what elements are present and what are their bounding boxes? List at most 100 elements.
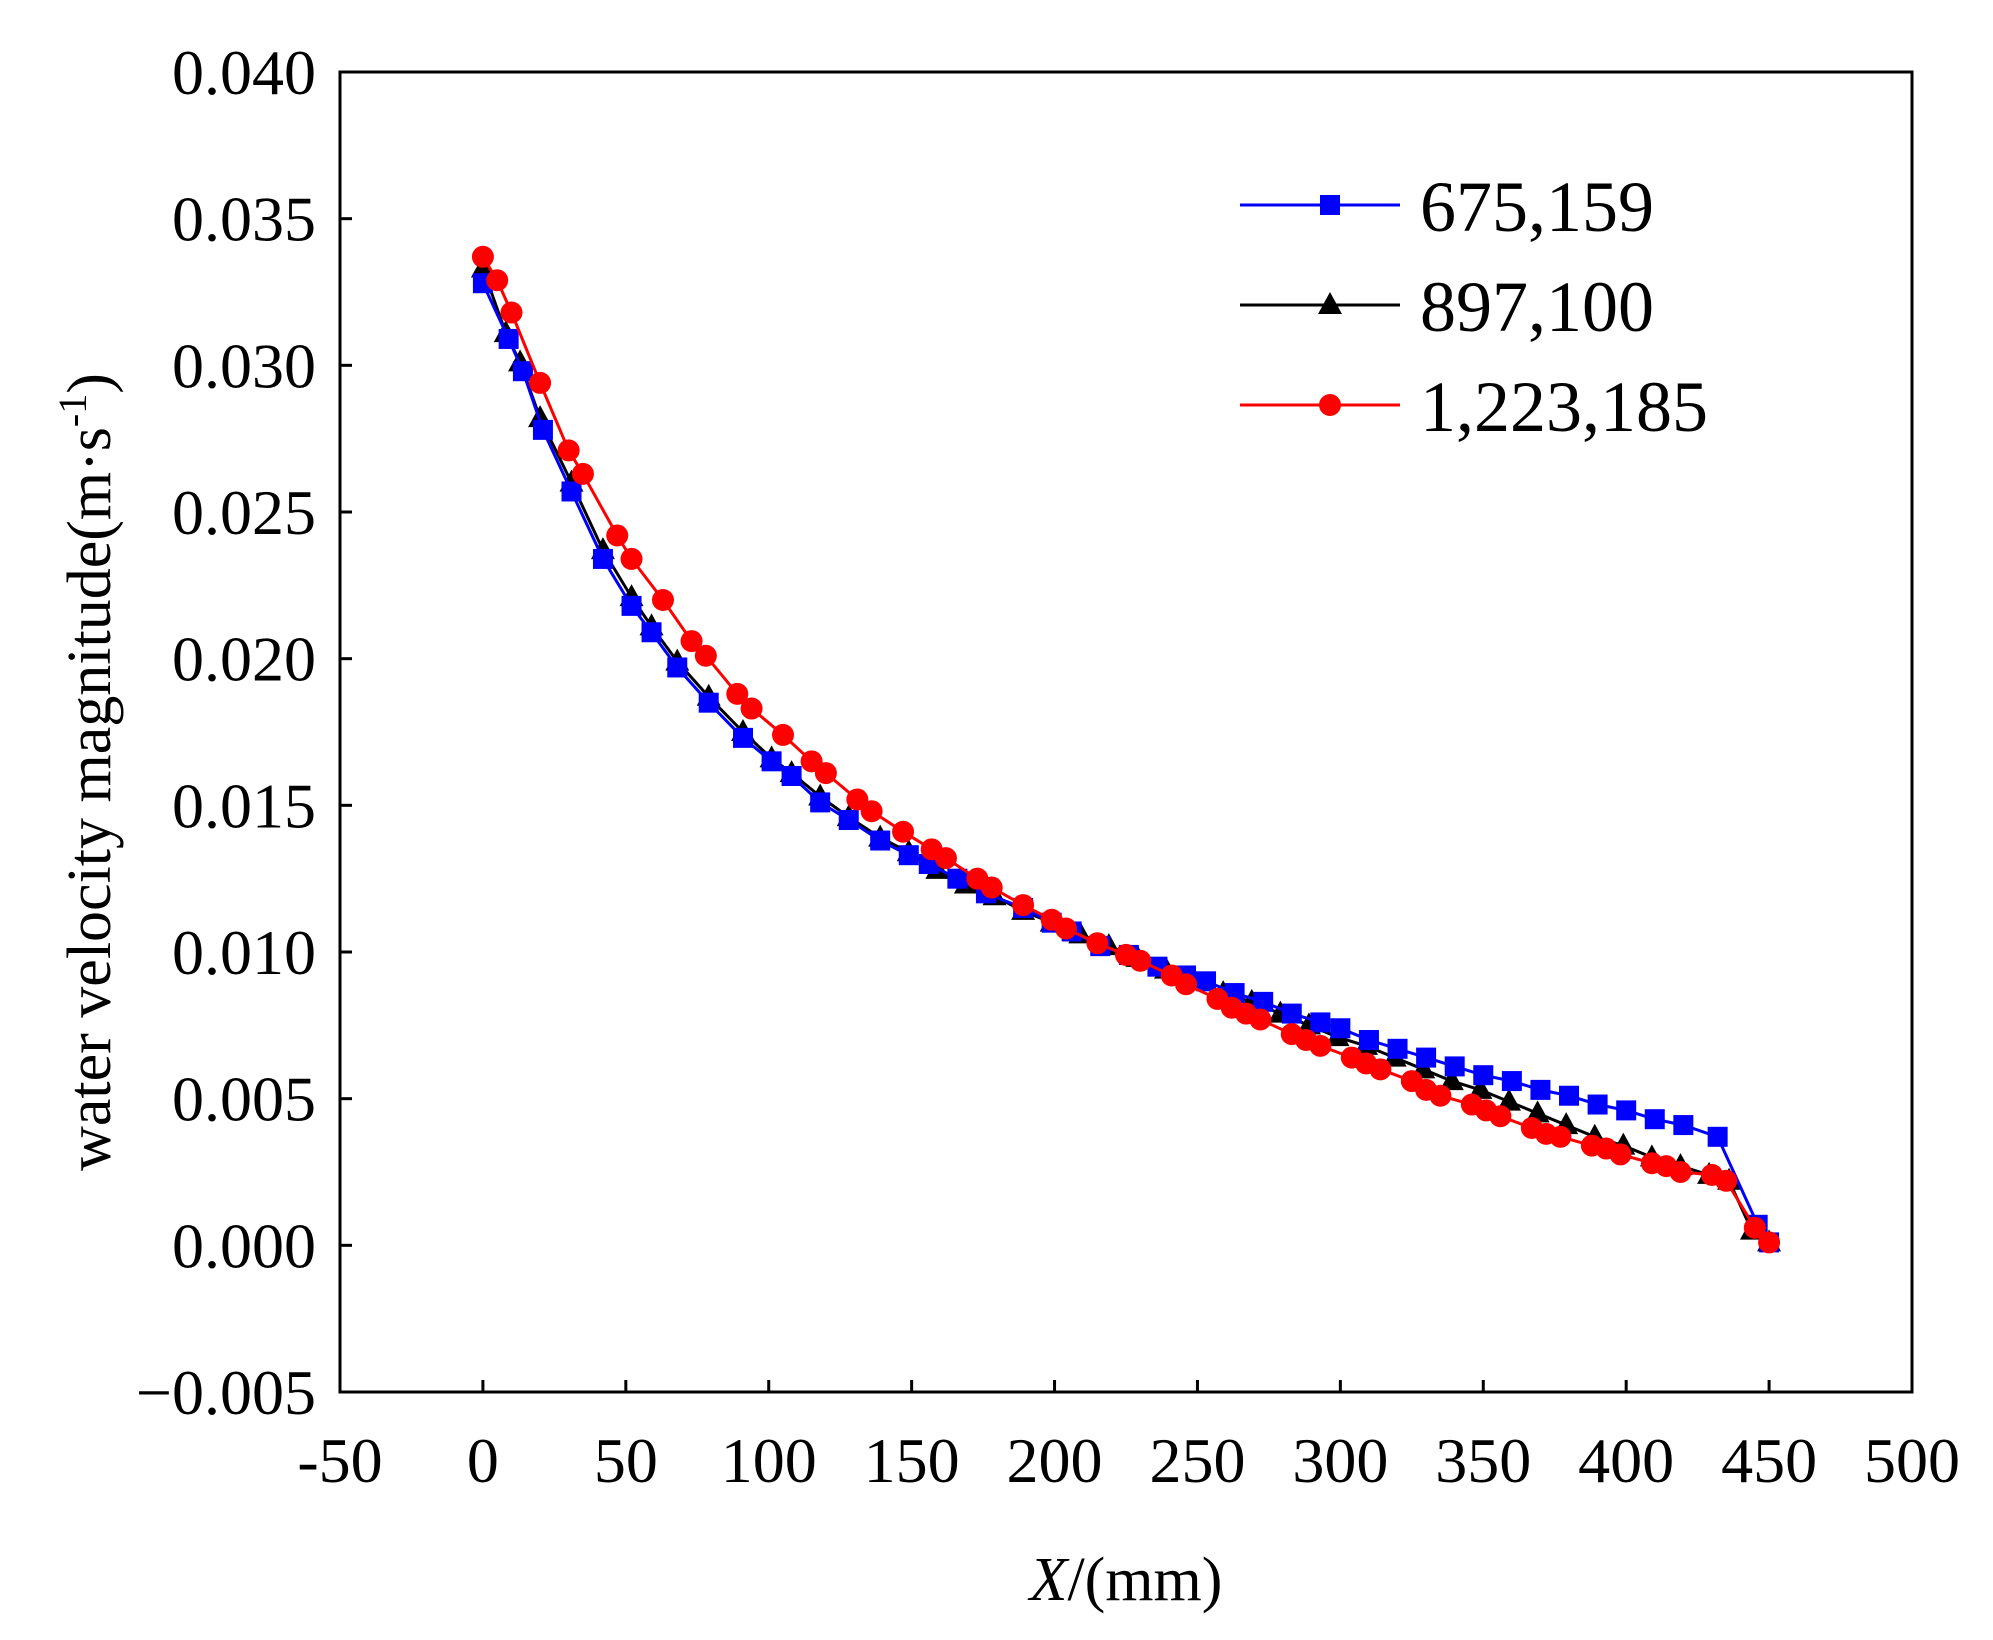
- data-point: [892, 820, 915, 843]
- y-tick-label: 0.020: [172, 624, 316, 695]
- data-point: [694, 644, 717, 667]
- data-point: [1358, 1030, 1379, 1050]
- data-point: [1054, 917, 1077, 940]
- data-point: [698, 692, 719, 713]
- data-point: [1743, 1216, 1766, 1239]
- y-tick-label: 0.040: [172, 37, 316, 108]
- data-point: [500, 301, 523, 324]
- data-point: [810, 792, 831, 813]
- series-layer: [470, 245, 1782, 1254]
- data-point: [860, 800, 883, 823]
- x-tick-label: 500: [1864, 1425, 1960, 1496]
- data-point: [1387, 1038, 1408, 1059]
- data-point: [1281, 1003, 1302, 1024]
- y-tick-label: 0.000: [172, 1210, 316, 1281]
- data-point: [1616, 1100, 1637, 1121]
- x-tick-label: 450: [1721, 1425, 1817, 1496]
- x-axis-title: X/(mm): [1027, 1546, 1223, 1614]
- series-circle: [471, 245, 1781, 1254]
- y-tick-label: 0.035: [172, 184, 316, 255]
- data-point: [1175, 973, 1198, 996]
- x-axis-title-unit: /(mm): [1067, 1546, 1222, 1614]
- data-point: [726, 682, 749, 705]
- data-point: [592, 548, 613, 569]
- data-point: [1530, 1079, 1551, 1100]
- data-point: [1715, 1169, 1738, 1192]
- data-point: [1468, 1076, 1493, 1099]
- y-axis-title-close: ): [56, 373, 124, 394]
- data-point: [870, 830, 891, 851]
- x-tick-label: 250: [1149, 1425, 1245, 1496]
- data-point: [641, 622, 662, 643]
- x-tick-label: 400: [1578, 1425, 1674, 1496]
- data-point: [512, 361, 533, 382]
- y-tick-label: 0.025: [172, 477, 316, 548]
- data-point: [1309, 1034, 1332, 1057]
- data-point: [934, 847, 957, 870]
- data-point: [740, 697, 763, 720]
- data-point: [1473, 1065, 1494, 1086]
- data-point: [1086, 932, 1109, 955]
- x-tick-label: 50: [594, 1425, 658, 1496]
- legend-item: 675,159: [1240, 167, 1654, 247]
- legend: 675,159 897,100 1,223,185: [1240, 167, 1708, 447]
- legend-marker: [1320, 195, 1340, 215]
- x-axis-title-variable: X: [1027, 1546, 1070, 1614]
- data-point: [532, 419, 553, 440]
- y-tick-label: 0.005: [172, 1064, 316, 1135]
- data-point: [1587, 1094, 1608, 1115]
- data-point: [471, 245, 494, 268]
- data-point: [1129, 949, 1152, 972]
- y-axis-title: water velocity magnitude(m·s-1): [50, 373, 124, 1171]
- data-point: [1429, 1084, 1452, 1107]
- y-axis-title-superscript: -1: [50, 394, 95, 427]
- data-point: [667, 657, 688, 678]
- data-point: [1707, 1126, 1728, 1147]
- x-tick-label: 200: [1007, 1425, 1103, 1496]
- data-point: [980, 876, 1003, 899]
- data-point: [606, 524, 629, 547]
- data-point: [1758, 1231, 1781, 1254]
- data-point: [838, 810, 859, 830]
- data-point: [651, 589, 674, 611]
- y-axis-title-main: water velocity magnitude(m·s: [56, 427, 124, 1171]
- data-point: [1644, 1109, 1665, 1130]
- data-point: [1609, 1143, 1632, 1166]
- data-point: [947, 868, 968, 889]
- data-point: [1525, 1100, 1550, 1123]
- data-point: [1012, 894, 1035, 917]
- data-point: [761, 751, 782, 772]
- data-point: [498, 328, 519, 349]
- y-tick-label: 0.010: [172, 917, 316, 988]
- data-point: [1673, 1115, 1694, 1136]
- data-point: [529, 371, 552, 394]
- data-point: [1416, 1047, 1437, 1068]
- x-tick-label: 0: [467, 1425, 499, 1496]
- data-point: [1249, 1008, 1272, 1031]
- data-point: [1549, 1125, 1572, 1148]
- data-point: [1253, 991, 1274, 1012]
- ticks-layer: -50 0 50 100 150 200 250 300 350 400 450 500 −0.005 0…: [136, 37, 1960, 1496]
- data-point: [772, 723, 795, 746]
- data-point: [1501, 1071, 1522, 1092]
- data-point: [620, 547, 643, 570]
- data-point: [1489, 1105, 1512, 1128]
- y-tick-label: 0.015: [172, 770, 316, 841]
- y-tick-label: −0.005: [136, 1357, 316, 1428]
- legend-label: 675,159: [1420, 167, 1654, 247]
- legend-item: 1,223,185: [1240, 367, 1708, 447]
- data-point: [1330, 1018, 1351, 1039]
- x-tick-label: 350: [1435, 1425, 1531, 1496]
- x-tick-label: 300: [1292, 1425, 1388, 1496]
- x-tick-label: 100: [721, 1425, 817, 1496]
- data-point: [1496, 1088, 1521, 1111]
- data-point: [680, 630, 703, 653]
- data-point: [1559, 1085, 1580, 1106]
- data-point: [1310, 1012, 1331, 1033]
- data-point: [733, 727, 754, 748]
- data-point: [486, 269, 509, 292]
- data-point: [557, 439, 580, 462]
- data-point: [571, 462, 594, 485]
- legend-marker: [1319, 394, 1341, 416]
- x-tick-label: -50: [297, 1425, 382, 1496]
